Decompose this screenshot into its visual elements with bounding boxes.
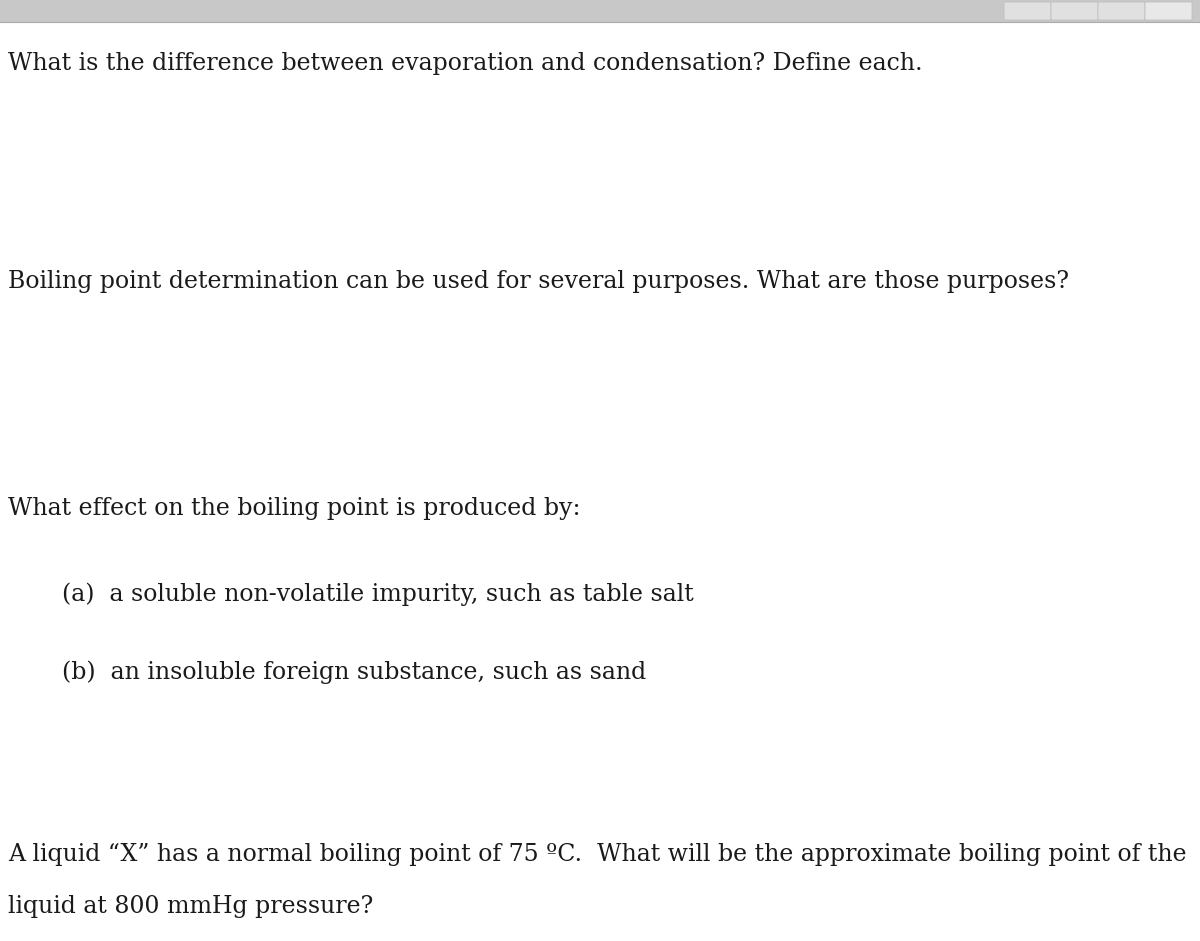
Text: Boiling point determination can be used for several purposes. What are those pur: Boiling point determination can be used … — [8, 270, 1069, 293]
FancyBboxPatch shape — [1145, 2, 1192, 20]
Text: liquid at 800 mmHg pressure?: liquid at 800 mmHg pressure? — [8, 895, 373, 918]
Text: (a)  a soluble non-volatile impurity, such as table salt: (a) a soluble non-volatile impurity, suc… — [62, 582, 694, 605]
FancyBboxPatch shape — [1098, 2, 1145, 20]
Text: (b)  an insoluble foreign substance, such as sand: (b) an insoluble foreign substance, such… — [62, 660, 647, 683]
Bar — [0, 0, 1200, 22]
Text: What is the difference between evaporation and condensation? Define each.: What is the difference between evaporati… — [8, 52, 923, 75]
FancyBboxPatch shape — [1004, 2, 1051, 20]
Text: What effect on the boiling point is produced by:: What effect on the boiling point is prod… — [8, 497, 581, 520]
FancyBboxPatch shape — [1051, 2, 1098, 20]
Text: A liquid “X” has a normal boiling point of 75 ºC.  What will be the approximate : A liquid “X” has a normal boiling point … — [8, 843, 1187, 866]
